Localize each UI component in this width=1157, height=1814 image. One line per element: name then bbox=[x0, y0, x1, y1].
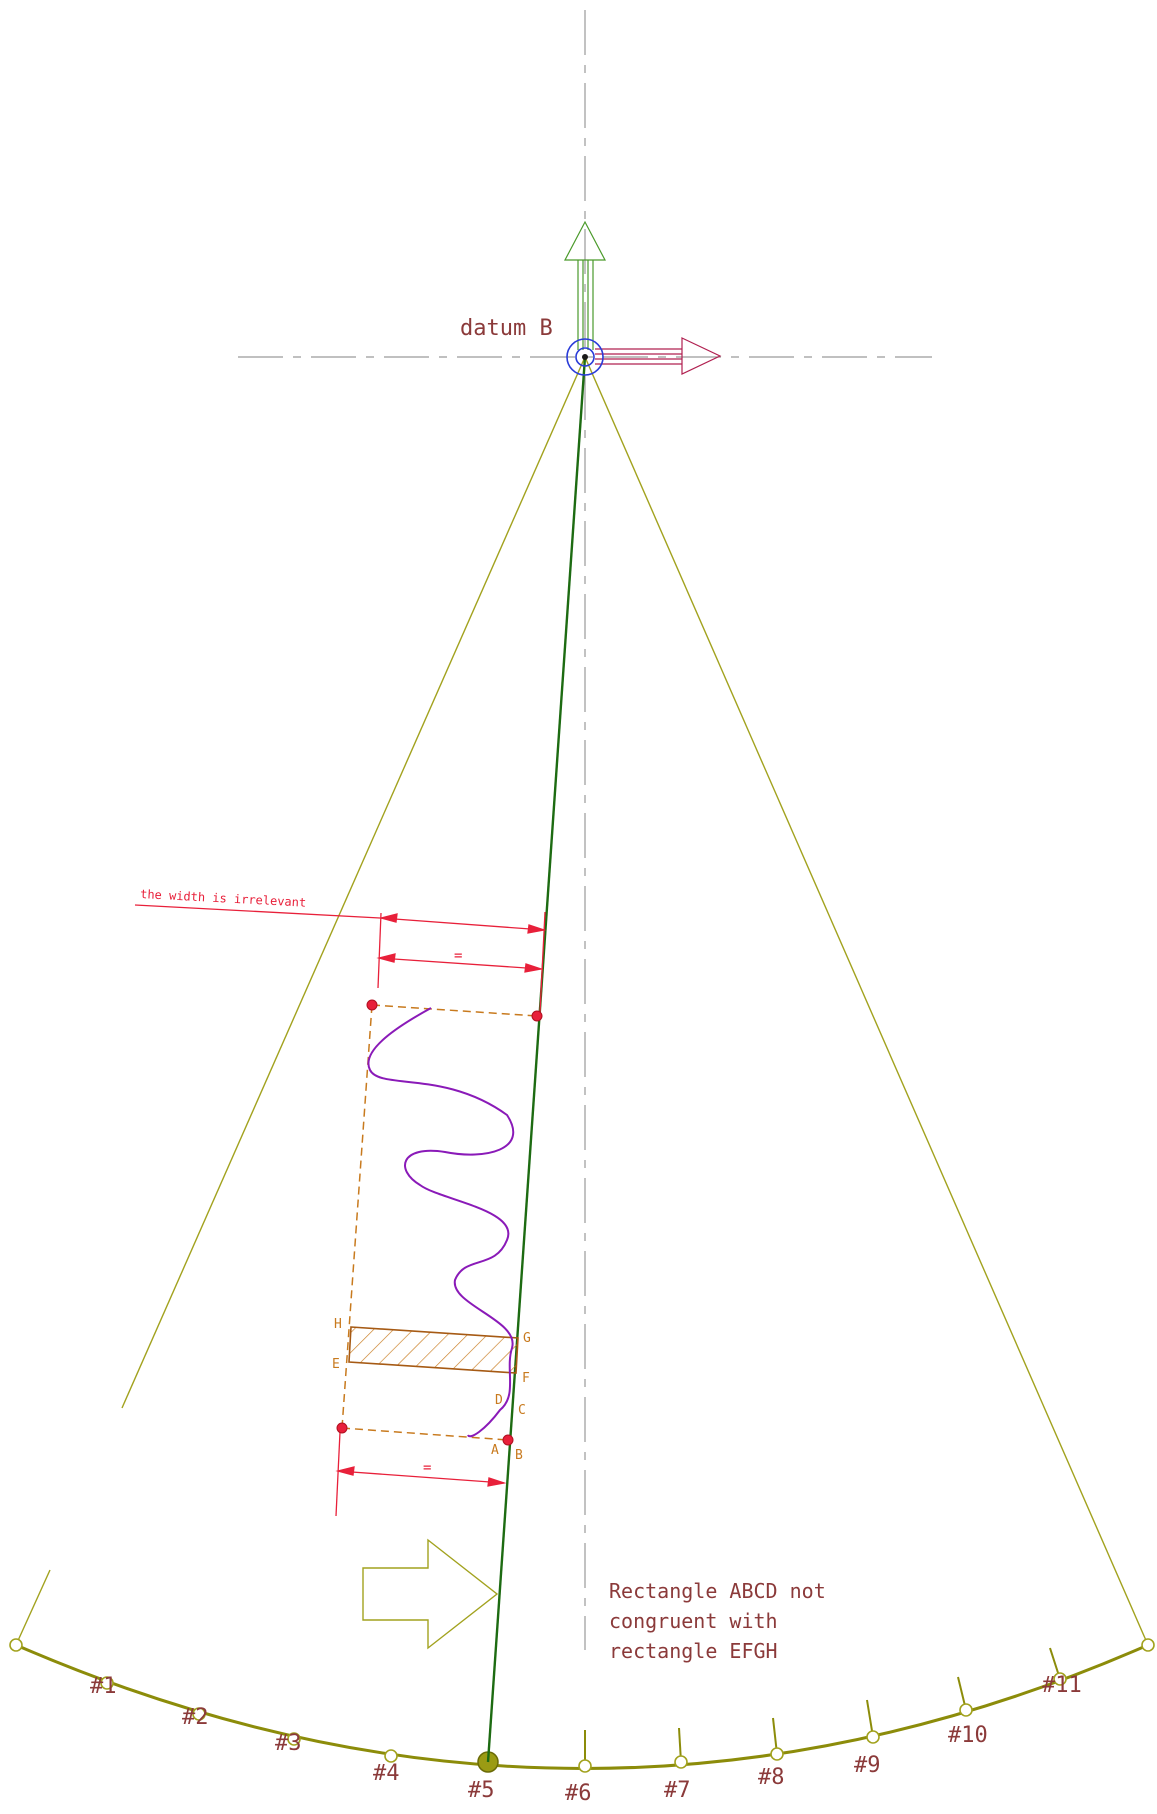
point-label-g: G bbox=[523, 1331, 531, 1346]
datum-up-arrow bbox=[564, 220, 606, 350]
station-label-10: #10 bbox=[948, 1723, 988, 1748]
wave-curve bbox=[367, 1007, 515, 1438]
width-note-leader bbox=[134, 904, 381, 919]
station-label-7: #7 bbox=[664, 1778, 691, 1803]
datum-outer-circle bbox=[566, 338, 604, 376]
station-marker-7 bbox=[674, 1755, 688, 1769]
station-marker-4 bbox=[384, 1749, 398, 1763]
station-label-4: #4 bbox=[373, 1761, 400, 1786]
equal-sign-top: = bbox=[454, 948, 462, 964]
dimension-equal-bottom bbox=[335, 1466, 507, 1487]
point-label-e: E bbox=[332, 1357, 340, 1372]
note-line-3: rectangle EFGH bbox=[609, 1639, 778, 1663]
point-label-b: B bbox=[515, 1448, 523, 1463]
main-axis-line bbox=[486, 356, 587, 1763]
station-marker-6 bbox=[578, 1759, 592, 1773]
point-labels: H E G F D C A B bbox=[332, 1317, 531, 1463]
dimension-equal-top bbox=[376, 953, 544, 973]
station-marker-3 bbox=[287, 1732, 301, 1746]
dashed-envelope bbox=[341, 1004, 538, 1441]
station-markers bbox=[9, 1638, 1155, 1773]
station-label-1: #1 bbox=[90, 1674, 117, 1699]
station-marker-0 bbox=[9, 1638, 23, 1652]
point-label-h: H bbox=[334, 1317, 342, 1332]
station-marker-9 bbox=[866, 1730, 880, 1744]
station-labels: #1 #2 #3 #4 #5 #6 #7 #8 #9 #10 #11 bbox=[90, 1673, 1082, 1806]
station-label-5: #5 bbox=[468, 1778, 495, 1803]
station-label-3: #3 bbox=[275, 1731, 302, 1756]
datum-right-arrow bbox=[595, 337, 722, 375]
station-label-11: #11 bbox=[1042, 1673, 1082, 1698]
note-line-2: congruent with bbox=[609, 1609, 778, 1633]
station-marker-12 bbox=[1141, 1638, 1155, 1652]
station-marker-8 bbox=[770, 1747, 784, 1761]
cone-left-boundary bbox=[121, 356, 586, 1409]
cone-right-boundary bbox=[584, 356, 1149, 1646]
station-label-9: #9 bbox=[854, 1753, 881, 1778]
cone-left-tick bbox=[15, 1569, 51, 1646]
red-points bbox=[336, 999, 543, 1446]
datum-label: datum B bbox=[460, 316, 553, 341]
hollow-arrow bbox=[362, 1538, 499, 1650]
datum-inner-circle bbox=[575, 347, 595, 367]
extension-lines bbox=[335, 911, 546, 1517]
station-marker-11 bbox=[1053, 1672, 1067, 1686]
datum-center bbox=[582, 354, 588, 360]
note-line-1: Rectangle ABCD not bbox=[609, 1579, 826, 1603]
equal-sign-bottom: = bbox=[423, 1460, 431, 1476]
point-label-c: C bbox=[518, 1403, 526, 1418]
point-label-a: A bbox=[491, 1443, 499, 1458]
station-label-8: #8 bbox=[758, 1765, 785, 1790]
station-ticks bbox=[584, 1647, 1061, 1766]
station-label-6: #6 bbox=[565, 1781, 592, 1806]
station-marker-2 bbox=[192, 1707, 206, 1721]
point-label-d: D bbox=[495, 1393, 503, 1408]
station-marker-10 bbox=[959, 1703, 973, 1717]
point-label-f: F bbox=[522, 1371, 530, 1386]
dimension-top bbox=[378, 913, 547, 934]
rectangle-efgh bbox=[348, 1326, 519, 1374]
station-marker-1 bbox=[100, 1676, 114, 1690]
station-label-2: #2 bbox=[182, 1705, 209, 1730]
